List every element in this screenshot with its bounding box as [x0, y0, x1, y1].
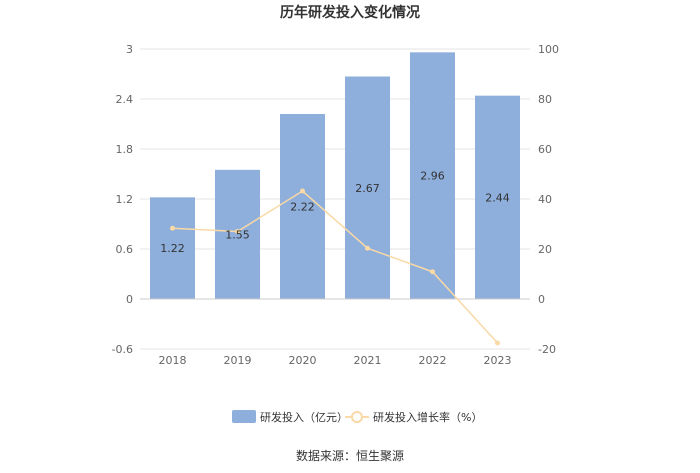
line-series	[170, 188, 500, 346]
right-axis-tick-label: 20	[538, 243, 552, 256]
bar-value-label: 2.22	[290, 201, 315, 214]
right-axis-tick-label: 100	[538, 43, 559, 56]
left-axis-tick-label: -0.6	[112, 343, 133, 356]
legend: 研发投入（亿元） 研发投入增长率（%）	[232, 410, 482, 424]
growth-rate-line	[172, 190, 499, 344]
bar-value-labels: 1.22 1.55 2.22 2.67 2.96 2.44	[160, 170, 510, 256]
bar-value-label: 2.67	[355, 182, 380, 195]
left-axis-tick-label: 3	[126, 43, 133, 56]
legend-line-label: 研发投入增长率（%）	[373, 410, 482, 424]
right-axis-tick-label: 60	[538, 143, 552, 156]
right-axis-tick-label: -20	[538, 343, 556, 356]
x-tick-label: 2019	[224, 354, 252, 367]
bar-value-label: 1.22	[160, 242, 185, 255]
left-axis-tick-label: 2.4	[116, 93, 134, 106]
bar-2023	[475, 95, 520, 300]
legend-line-marker	[351, 411, 363, 423]
chart-title: 历年研发投入变化情况	[280, 4, 420, 21]
bar-2020	[280, 114, 325, 299]
growth-rate-point-2021	[365, 245, 370, 251]
left-axis-tick-label: 1.8	[116, 143, 134, 156]
legend-bar-label: 研发投入（亿元）	[260, 410, 348, 424]
bar-series	[150, 52, 520, 300]
x-tick-label: 2018	[159, 354, 187, 367]
grid-lines	[140, 48, 530, 350]
right-axis-ticks: -20 0 20 40 60 80 100	[538, 43, 559, 356]
x-axis: 2018 2019 2020 2021 2022 2023	[140, 298, 530, 367]
bar-value-label: 1.55	[225, 228, 250, 241]
bar-2019	[215, 169, 260, 299]
x-tick-label: 2022	[419, 354, 447, 367]
left-axis-tick-label: 1.2	[116, 193, 134, 206]
right-axis-tick-label: 40	[538, 193, 552, 206]
right-axis-tick-label: 80	[538, 93, 552, 106]
growth-rate-point-2018	[170, 225, 175, 231]
bar-2018	[150, 197, 195, 299]
bar-2022	[410, 52, 455, 300]
bar-value-label: 2.96	[420, 170, 445, 183]
growth-rate-point-2023	[495, 340, 500, 346]
data-source: 数据来源：恒生聚源	[296, 448, 404, 463]
left-axis-tick-label: 0.6	[116, 243, 134, 256]
growth-rate-point-2020	[300, 188, 305, 194]
growth-rate-point-2019	[235, 229, 240, 234]
x-tick-label: 2020	[289, 354, 317, 367]
bar-2021	[345, 76, 390, 299]
growth-rate-point-2022	[430, 269, 435, 275]
right-axis-tick-label: 0	[538, 293, 545, 306]
legend-bar-swatch	[232, 410, 256, 423]
bar-value-label: 2.44	[485, 191, 510, 204]
x-tick-label: 2021	[354, 354, 382, 367]
x-tick-label: 2023	[484, 354, 512, 367]
left-axis-tick-label: 0	[126, 293, 133, 306]
left-axis-ticks: -0.6 0 0.6 1.2 1.8 2.4 3	[112, 43, 133, 356]
